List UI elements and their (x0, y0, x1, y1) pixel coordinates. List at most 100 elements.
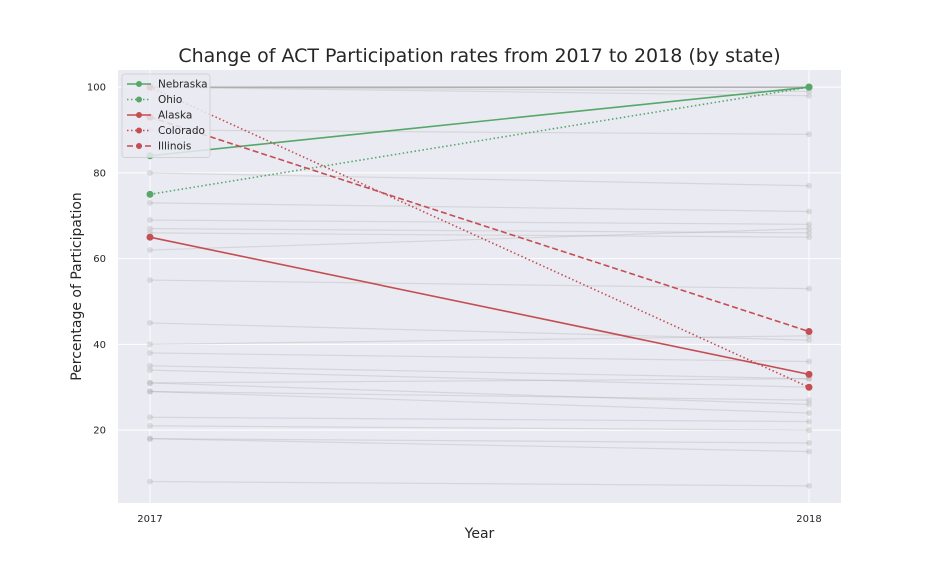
series-line-alaska (149, 236, 810, 376)
background-series-line (149, 86, 810, 97)
background-series (147, 225, 812, 254)
background-series (147, 478, 812, 489)
legend-box (121, 73, 211, 158)
tick-layer: 20 40 60 80 100 2017 2018 (87, 83, 822, 525)
background-series (147, 379, 812, 408)
background-point (147, 435, 153, 442)
background-point (806, 208, 812, 215)
legend-entry-colorado: Colorado (127, 125, 205, 137)
background-series-line (149, 322, 810, 341)
background-series-line (149, 390, 810, 414)
background-series-line (149, 438, 810, 444)
background-point (806, 418, 812, 425)
background-series-line (149, 335, 810, 345)
legend-entry-alaska: Alaska (127, 110, 192, 122)
background-point (806, 182, 812, 189)
plot-area (118, 70, 841, 503)
background-series-line (149, 390, 810, 401)
y-tick-label: 20 (93, 426, 106, 437)
legend-entry-nebraska: Nebraska (127, 79, 208, 91)
background-point (147, 414, 153, 421)
background-series-line (149, 365, 810, 380)
legend-label: Illinois (158, 141, 191, 153)
background-point (147, 277, 153, 284)
y-tick-label: 100 (87, 83, 106, 94)
background-series (147, 435, 812, 446)
background-point (147, 379, 153, 386)
x-axis-label: Year (464, 526, 495, 542)
y-tick-label: 40 (93, 340, 106, 351)
series-line-colorado (149, 86, 810, 388)
background-point (806, 409, 812, 416)
background-point (806, 131, 812, 138)
background-series-line (149, 232, 810, 238)
background-point (806, 482, 812, 489)
background-series-layer (147, 84, 812, 489)
background-series (147, 319, 812, 344)
background-point (806, 448, 812, 455)
background-series (147, 435, 812, 455)
background-series-line (149, 378, 810, 384)
background-point (147, 367, 153, 374)
y-axis-label: Percentage of Participation (69, 192, 85, 381)
background-series-line (149, 438, 810, 453)
background-series (147, 414, 812, 425)
background-series (147, 169, 812, 189)
legend-label: Ohio (158, 94, 182, 106)
background-point (147, 435, 153, 442)
series-line-illinois (149, 116, 810, 333)
chart-title: Change of ACT Participation rates from 2… (178, 45, 780, 67)
background-point (147, 217, 153, 224)
background-point (806, 439, 812, 446)
legend-entry-ohio: Ohio (127, 94, 182, 106)
background-series (147, 225, 812, 236)
background-series (147, 388, 812, 404)
background-series-line (149, 425, 810, 431)
background-point (147, 349, 153, 356)
background-point (147, 199, 153, 206)
x-tick-label: 2018 (796, 514, 821, 525)
legend-label: Colorado (158, 125, 205, 137)
background-point (147, 247, 153, 254)
background-point (147, 478, 153, 485)
background-point (806, 358, 812, 365)
background-point (806, 221, 812, 228)
background-point (147, 341, 153, 348)
point-ohio (146, 190, 154, 198)
background-point (806, 234, 812, 241)
y-tick-label: 80 (93, 168, 106, 179)
point-colorado (805, 383, 813, 391)
background-series-line (149, 228, 810, 234)
series-alaska (146, 233, 813, 378)
series-line-nebraska (149, 86, 810, 157)
background-series (147, 422, 812, 434)
background-series-line (149, 86, 810, 93)
legend-label: Alaska (158, 110, 192, 122)
series-ohio (146, 83, 813, 198)
background-point (806, 225, 812, 232)
background-series (147, 217, 812, 228)
background-series (147, 199, 812, 215)
background-series-line (149, 416, 810, 423)
background-point (806, 397, 812, 404)
legend-entry-illinois: Illinois (127, 141, 191, 153)
background-point (806, 337, 812, 344)
background-series (147, 349, 812, 365)
background-series-line (149, 129, 810, 135)
background-series (147, 388, 812, 416)
background-series-line (149, 369, 810, 388)
background-point (147, 319, 153, 326)
legend-marker (136, 143, 142, 149)
background-series (147, 277, 812, 292)
background-point (806, 229, 812, 236)
point-alaska (146, 233, 154, 241)
background-series-line (149, 228, 810, 251)
legend-marker (136, 127, 142, 134)
legend-marker (136, 96, 142, 103)
background-point (147, 422, 153, 429)
background-point (147, 169, 153, 176)
legend: Nebraska Ohio Alaska Colorado Illinois (121, 73, 211, 158)
background-point (806, 401, 812, 408)
point-ohio (805, 83, 813, 91)
